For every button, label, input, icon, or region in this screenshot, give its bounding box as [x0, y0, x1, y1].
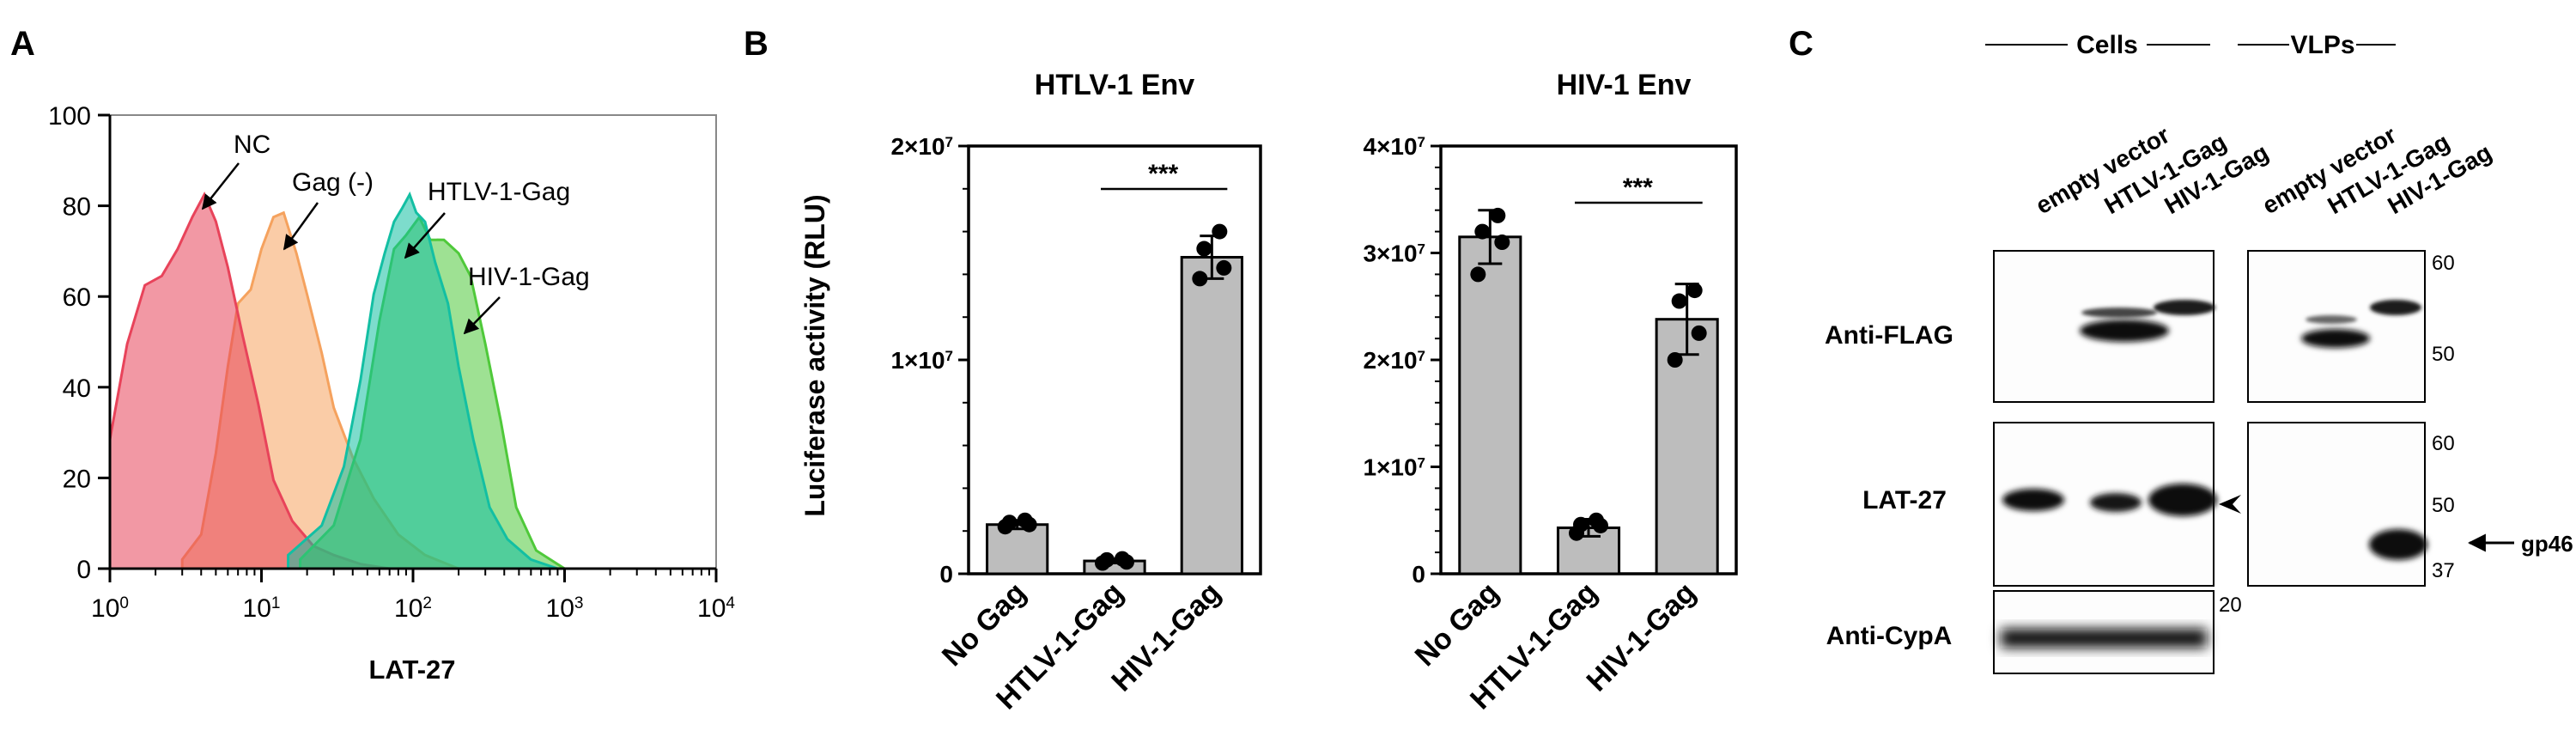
x-tick-label: 102: [394, 594, 432, 624]
bar-no-gag: [986, 523, 1049, 575]
y-tick-label: 80: [63, 193, 91, 222]
blot-lat27-vlps: [2247, 422, 2427, 587]
data-point: [1196, 241, 1212, 257]
panel-c-letter: C: [1789, 25, 1814, 63]
curve-pointer-nc: [201, 162, 240, 210]
curve-label-nc: NC: [234, 131, 270, 159]
y-tick-label: 60: [63, 283, 91, 312]
x-tick-label: 104: [697, 594, 735, 624]
histogram-area: [108, 191, 569, 570]
data-point: [1212, 223, 1228, 240]
row-label-lat27: LAT-27: [1862, 486, 1947, 515]
blot-anti-cypa-cells: [1993, 590, 2215, 674]
y-tick-label: 4×107: [1363, 133, 1425, 160]
x-tick-label: 101: [243, 594, 281, 624]
data-point: [1115, 551, 1130, 567]
panel-a-plot: 0 20 40 60 80 100 100 101 102 103 104 LAT-27 NC G…: [48, 102, 735, 685]
band: [2301, 329, 2370, 348]
blot-anti-flag-cells: [1993, 250, 2215, 403]
band: [2081, 308, 2157, 318]
y-tick-label: 2×107: [890, 133, 953, 160]
x-ticks: 100 101 102 103 104: [91, 569, 735, 623]
chart-title-hiv-env: HIV-1 Env: [1557, 69, 1692, 101]
curve-label-gag-neg: Gag (-): [292, 168, 374, 197]
data-point: [1470, 266, 1486, 283]
band: [2370, 300, 2421, 315]
significance-label: ***: [1148, 160, 1178, 188]
histogram-htlv-gag: [287, 191, 558, 570]
chart-title-htlv-env: HTLV-1 Env: [1035, 69, 1194, 101]
data-point: [1474, 223, 1491, 240]
mw-marker: 50: [2432, 494, 2455, 517]
panel-b-letter: B: [744, 25, 769, 63]
y-ticks: 0 20 40 60 80 100: [48, 102, 110, 584]
curve-pointer-htlv: [404, 212, 446, 259]
band: [2154, 300, 2215, 315]
data-point: [1589, 512, 1604, 528]
y-tick-label: 20: [63, 465, 91, 493]
band: [2080, 320, 2169, 342]
band: [2090, 493, 2142, 512]
y-tick-label: 40: [63, 374, 91, 403]
y-tick-label: 2×107: [1363, 347, 1425, 374]
curve-label-hiv: HIV-1-Gag: [468, 263, 590, 291]
blot-anti-flag-vlps: [2247, 250, 2426, 403]
bar-no-gag: [1458, 235, 1522, 575]
bar-hiv-1-gag: [1180, 255, 1243, 575]
blot-lat27-cells: [1993, 422, 2217, 587]
row-label-anti-cypa: Anti-CypA: [1826, 622, 1953, 650]
mw-marker: 37: [2432, 559, 2455, 582]
row-label-anti-flag: Anti-FLAG: [1825, 321, 1953, 350]
data-point: [1490, 207, 1506, 223]
data-point: [1573, 516, 1589, 533]
data-point: [1216, 259, 1232, 276]
data-point: [1017, 512, 1033, 528]
x-axis-label: LAT-27: [368, 655, 455, 685]
curve-label-htlv: HTLV-1-Gag: [428, 178, 570, 206]
x-tick-label: 103: [546, 594, 584, 624]
data-point: [1192, 271, 1208, 287]
category-label: No Gag: [936, 576, 1032, 673]
data-point: [1001, 515, 1018, 531]
category-label: No Gag: [1409, 576, 1505, 673]
arrowhead-icon: [2219, 495, 2241, 514]
panel-c: C Cells VLPs empty vector HTLV-1-Gag HIV…: [1789, 25, 2573, 674]
band: [2002, 489, 2064, 511]
gp46-label: gp46: [2521, 531, 2573, 557]
curve-pointer-hiv: [463, 296, 501, 335]
y-tick-label: 0: [1412, 561, 1425, 588]
x-tick-label: 100: [91, 594, 129, 624]
band: [2001, 629, 2207, 648]
curve-pointer-gag-neg: [283, 202, 319, 251]
band: [2306, 315, 2357, 324]
panel-a-letter: A: [10, 25, 35, 63]
y-tick-label: 3×107: [1363, 241, 1425, 267]
y-tick-label: 0: [939, 561, 953, 588]
data-point: [1671, 293, 1687, 309]
data-point: [1494, 234, 1510, 251]
significance-label: ***: [1623, 174, 1653, 202]
mw-marker: 60: [2432, 252, 2455, 275]
y-axis-label: Luciferase activity (RLU): [799, 194, 830, 516]
y-tick-label: 1×107: [890, 347, 953, 374]
mw-marker: 60: [2432, 432, 2455, 455]
data-point: [1667, 352, 1683, 368]
group-label-cells: Cells: [2076, 31, 2138, 59]
bar-hiv-1-gag: [1655, 318, 1719, 575]
y-tick-label: 0: [76, 556, 91, 584]
group-label-vlps: VLPs: [2290, 31, 2354, 59]
data-point: [1691, 325, 1707, 341]
data-point: [1099, 551, 1115, 568]
mw-marker: 20: [2219, 594, 2242, 617]
data-point: [1686, 283, 1703, 299]
band: [2148, 484, 2217, 516]
y-tick-label: 1×107: [1363, 454, 1425, 481]
y-tick-label: 100: [48, 102, 91, 131]
mw-marker: 50: [2432, 343, 2455, 366]
band: [2369, 529, 2427, 560]
